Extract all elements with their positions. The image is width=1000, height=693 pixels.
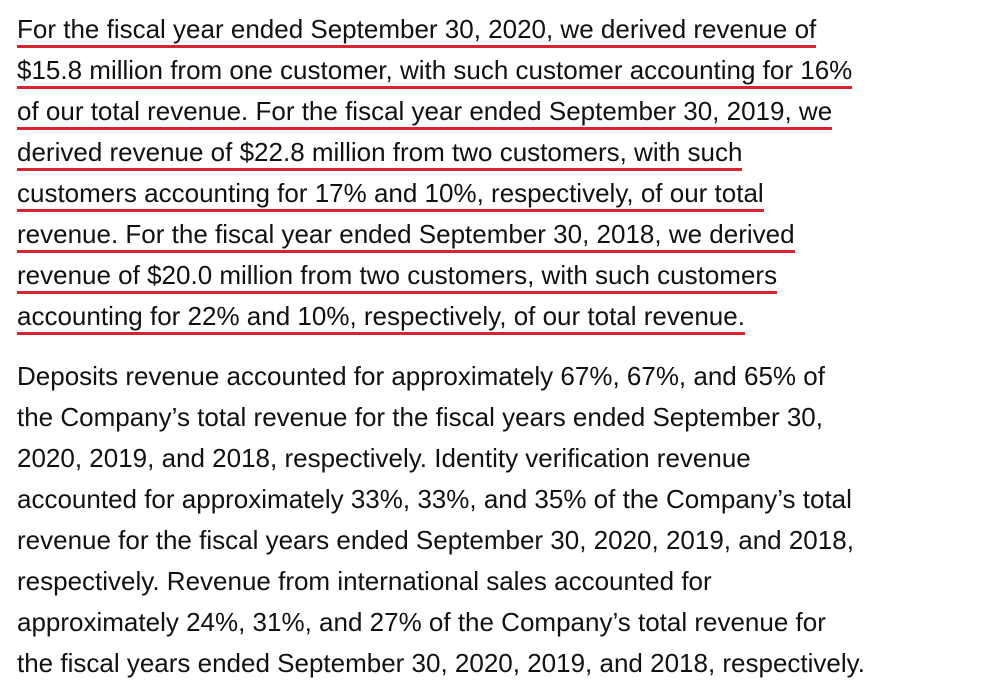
- paragraph-line: the fiscal years ended September 30, 202…: [17, 648, 865, 678]
- paragraph-line: accounting for 22% and 10%, respectively…: [17, 301, 745, 335]
- paragraph-line: accounted for approximately 33%, 33%, an…: [17, 484, 852, 514]
- paragraph-line: the Company’s total revenue for the fisc…: [17, 402, 823, 432]
- paragraph-line: approximately 24%, 31%, and 27% of the C…: [17, 607, 826, 637]
- paragraph-line: derived revenue of $22.8 million from tw…: [17, 137, 743, 171]
- paragraph-line: revenue for the fiscal years ended Septe…: [17, 525, 854, 555]
- paragraph-line: Deposits revenue accounted for approxima…: [17, 361, 825, 391]
- paragraph-line: 2020, 2019, and 2018, respectively. Iden…: [17, 443, 751, 473]
- paragraph-line: of our total revenue. For the fiscal yea…: [17, 96, 833, 130]
- paragraph-line: customers accounting for 17% and 10%, re…: [17, 178, 764, 212]
- paragraph-line: For the fiscal year ended September 30, …: [17, 14, 817, 48]
- paragraph-line: revenue. For the fiscal year ended Septe…: [17, 219, 795, 253]
- paragraph-line: revenue of $20.0 million from two custom…: [17, 260, 778, 294]
- paragraph-line: $15.8 million from one customer, with su…: [17, 55, 853, 89]
- paragraph-line: respectively. Revenue from international…: [17, 566, 712, 596]
